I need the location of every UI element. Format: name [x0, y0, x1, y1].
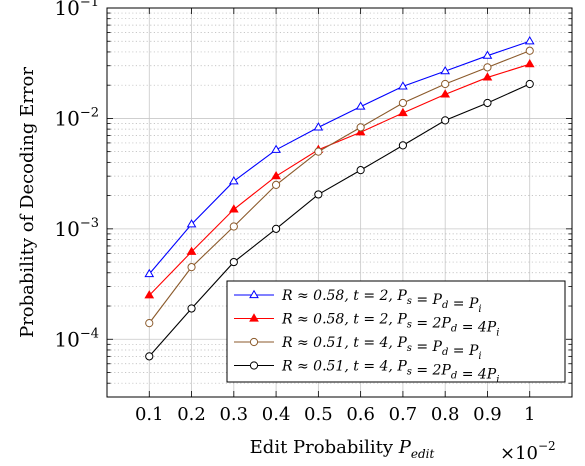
data-point	[186, 219, 197, 228]
data-point	[398, 107, 408, 117]
data-point	[524, 36, 535, 45]
legend-marker	[249, 337, 259, 347]
data-point	[271, 144, 281, 153]
x-tick-label: 0.8	[431, 404, 460, 425]
data-point	[356, 123, 365, 132]
series-line	[148, 63, 530, 296]
x-tick-label: 0.3	[219, 404, 248, 425]
x-tick-label: 0.2	[177, 404, 206, 425]
x-tick-label: 0.5	[304, 404, 333, 425]
axis-labels: Edit Probability Pedit ×10−2 Probability o…	[17, 67, 556, 464]
data-point	[398, 98, 408, 108]
legend-entry-2: R ≈ 0.58, t = 2, Ps = 2Pd = 4Pi	[234, 312, 499, 339]
y-axis-label: Probability of Decoding Error	[17, 67, 38, 338]
series-group	[144, 36, 535, 361]
y-tick-label: 10−1	[54, 0, 99, 20]
y-tick-label: 10−3	[54, 216, 99, 241]
series-line	[148, 40, 530, 275]
x-tick-label: 1	[524, 404, 535, 425]
data-point	[271, 180, 281, 190]
data-point	[314, 147, 323, 156]
series-4	[145, 79, 534, 361]
data-point	[186, 246, 197, 255]
data-point	[144, 268, 155, 278]
data-point	[525, 79, 534, 89]
series-2	[144, 58, 535, 299]
data-point	[271, 224, 281, 233]
data-point	[229, 257, 238, 267]
series-line	[148, 50, 530, 324]
y-tick-label: 10−2	[54, 105, 99, 130]
data-point	[145, 319, 154, 328]
legend-box	[226, 280, 566, 383]
data-point	[356, 166, 365, 175]
data-point	[313, 122, 324, 131]
data-point	[398, 81, 408, 90]
data-point	[441, 79, 450, 89]
data-point	[228, 204, 239, 213]
data-point	[483, 98, 492, 108]
legend-marker	[249, 289, 259, 299]
x-axis-label: Edit Probability Pedit	[250, 437, 435, 461]
data-point	[398, 141, 408, 150]
x-tick-label: 0.9	[473, 404, 502, 425]
data-point	[145, 352, 154, 361]
legend-label: R ≈ 0.58, t = 2, Ps = Pd = Pi	[281, 288, 482, 315]
x-tick-label: 0.7	[389, 404, 418, 425]
y-tick-label: 10−4	[54, 326, 99, 351]
data-point	[441, 116, 450, 125]
data-point	[483, 63, 492, 72]
legend-entry-4: R ≈ 0.51, t = 4, Ps = 2Pd = 4Pi	[234, 359, 499, 386]
data-point	[314, 190, 323, 199]
legend-marker	[249, 361, 259, 370]
data-point	[187, 263, 196, 272]
x-axis-multiplier: ×10−2	[500, 439, 556, 464]
legend-label: R ≈ 0.58, t = 2, Ps = 2Pd = 4Pi	[281, 312, 499, 339]
data-point	[482, 72, 493, 81]
series-line	[148, 83, 530, 357]
legend-entry-3: R ≈ 0.51, t = 4, Ps = Pd = Pi	[234, 335, 482, 362]
data-point	[271, 170, 281, 180]
axes: 0.1 0.2 0.3 0.4 0.5 0.6 0.7 0.8 0.9 1 10−4 10−3 10−2…	[54, 0, 573, 425]
data-point	[440, 89, 451, 98]
legend-entry-1: R ≈ 0.58, t = 2, Ps = Pd = Pi	[234, 288, 482, 315]
data-point	[440, 65, 451, 75]
legend-label: R ≈ 0.51, t = 4, Ps = 2Pd = 4Pi	[281, 359, 499, 386]
series-1	[144, 36, 535, 278]
legend-label: R ≈ 0.51, t = 4, Ps = Pd = Pi	[281, 335, 482, 362]
data-point	[229, 222, 238, 231]
x-tick-label: 0.4	[262, 404, 291, 425]
data-point	[524, 58, 535, 68]
data-point	[482, 50, 493, 59]
data-point	[525, 46, 534, 55]
x-tick-label: 0.6	[346, 404, 375, 425]
x-tick-label: 0.1	[135, 404, 164, 425]
data-point	[144, 290, 155, 299]
series-3	[145, 46, 534, 328]
legend: R ≈ 0.58, t = 2, Ps = Pd = PiR ≈ 0.58, t…	[226, 280, 566, 386]
plot-frame	[106, 7, 573, 398]
data-point	[187, 304, 196, 313]
data-point	[355, 101, 366, 110]
data-point	[228, 176, 239, 185]
legend-marker	[249, 313, 259, 322]
